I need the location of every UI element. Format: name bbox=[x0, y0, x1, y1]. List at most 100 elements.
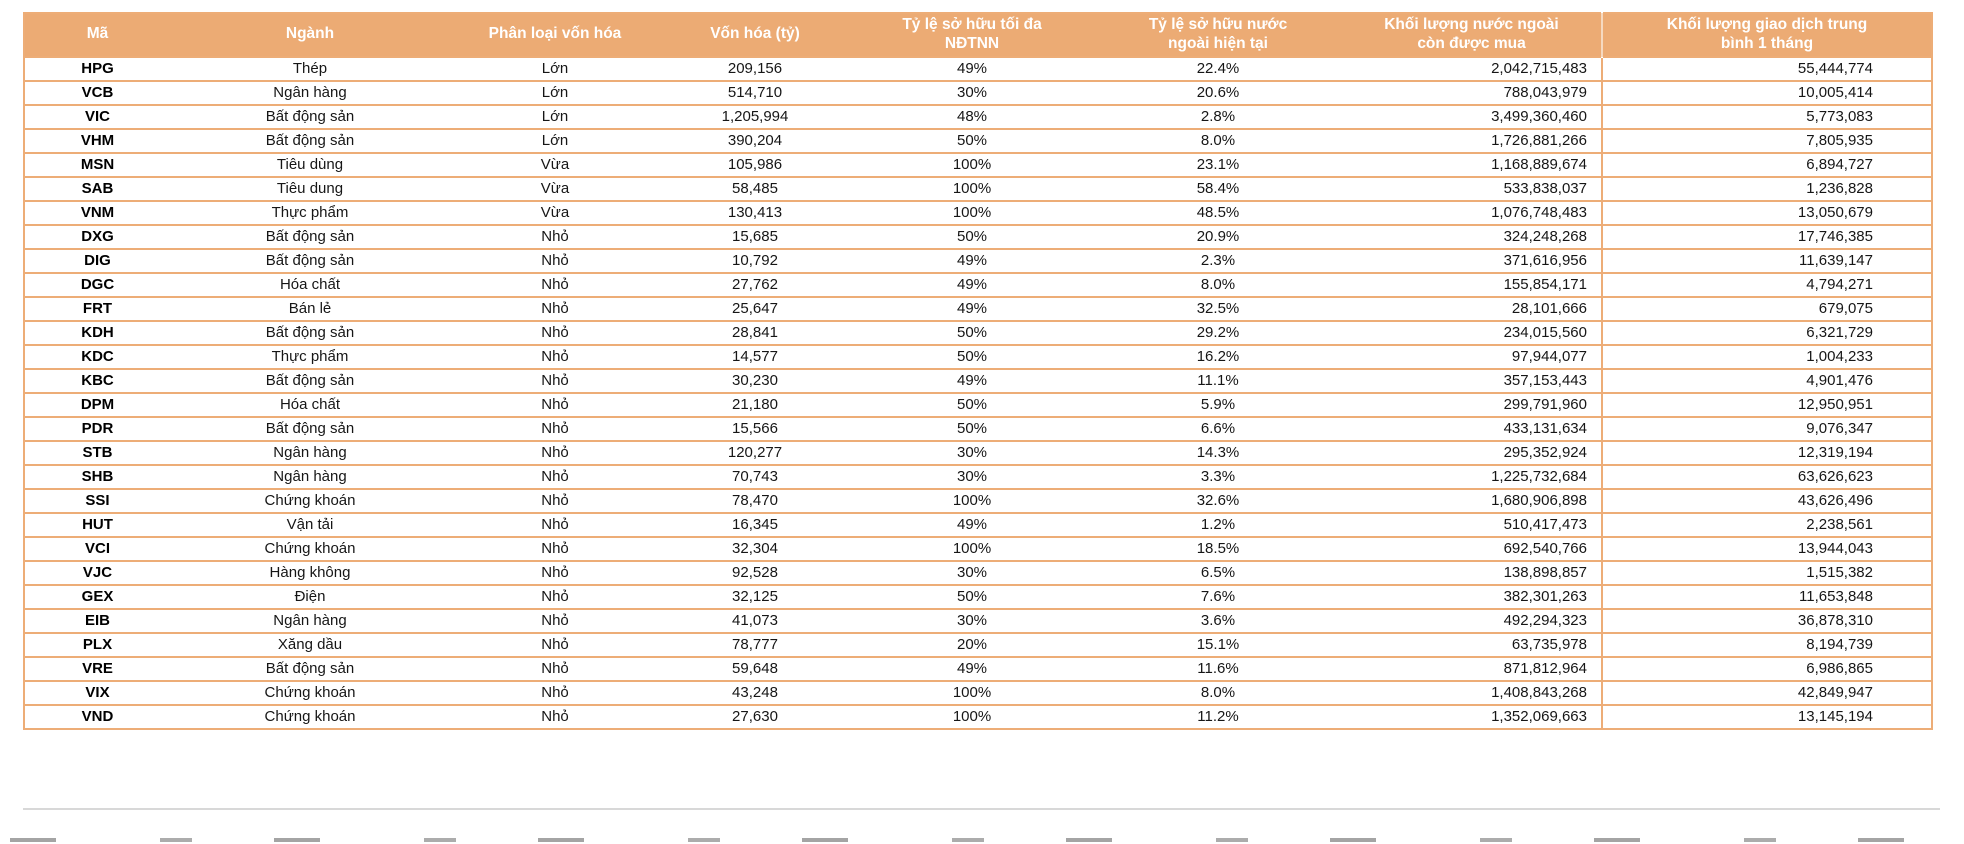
cell-ty-le-hien-tai: 3.3% bbox=[1094, 463, 1342, 489]
cell-von-hoa: 32,125 bbox=[660, 583, 850, 609]
cell-ma: DIG bbox=[24, 247, 170, 273]
cell-klgd-tb: 9,076,347 bbox=[1601, 415, 1932, 441]
cell-ty-le-toi-da: 100% bbox=[850, 487, 1094, 513]
cell-ty-le-toi-da: 49% bbox=[850, 295, 1094, 321]
cell-ty-le-hien-tai: 32.5% bbox=[1094, 295, 1342, 321]
cell-ty-le-toi-da: 49% bbox=[850, 271, 1094, 297]
cell-ty-le-toi-da: 100% bbox=[850, 199, 1094, 225]
cell-ty-le-hien-tai: 6.6% bbox=[1094, 415, 1342, 441]
cell-von-hoa: 14,577 bbox=[660, 343, 850, 369]
cell-kl-con-mua: 510,417,473 bbox=[1342, 511, 1602, 537]
cell-ty-le-toi-da: 49% bbox=[850, 655, 1094, 681]
cell-ma: PLX bbox=[24, 631, 170, 657]
cell-klgd-tb: 43,626,496 bbox=[1601, 487, 1932, 513]
cell-phan-loai: Nhỏ bbox=[450, 415, 660, 441]
cell-kl-con-mua: 1,352,069,663 bbox=[1342, 703, 1602, 729]
cell-ma: VCB bbox=[24, 79, 170, 105]
cell-phan-loai: Nhỏ bbox=[450, 631, 660, 657]
footer-divider bbox=[23, 808, 1940, 810]
table-header-row: Mã Ngành Phân loại vốn hóa Vốn hóa (tỷ) Tỷ l… bbox=[24, 13, 1932, 57]
cell-phan-loai: Vừa bbox=[450, 151, 660, 177]
cell-klgd-tb: 42,849,947 bbox=[1601, 679, 1932, 705]
cell-ty-le-hien-tai: 5.9% bbox=[1094, 391, 1342, 417]
cell-phan-loai: Nhỏ bbox=[450, 607, 660, 633]
cell-phan-loai: Nhỏ bbox=[450, 559, 660, 585]
cell-kl-con-mua: 324,248,268 bbox=[1342, 223, 1602, 249]
cell-phan-loai: Nhỏ bbox=[450, 535, 660, 561]
cell-von-hoa: 28,841 bbox=[660, 319, 850, 345]
cell-ma: VIC bbox=[24, 103, 170, 129]
cell-klgd-tb: 10,005,414 bbox=[1601, 79, 1932, 105]
cell-ty-le-hien-tai: 58.4% bbox=[1094, 175, 1342, 201]
cell-von-hoa: 15,685 bbox=[660, 223, 850, 249]
cell-klgd-tb: 13,944,043 bbox=[1601, 535, 1932, 561]
cell-ty-le-toi-da: 50% bbox=[850, 391, 1094, 417]
cell-ty-le-hien-tai: 2.8% bbox=[1094, 103, 1342, 129]
cell-ty-le-hien-tai: 6.5% bbox=[1094, 559, 1342, 585]
cell-kl-con-mua: 2,042,715,483 bbox=[1342, 55, 1602, 81]
table-row-VCB: VCB Ngân hàng Lớn 514,710 30% 20.6% 788,043,97… bbox=[24, 79, 1932, 105]
cell-phan-loai: Nhỏ bbox=[450, 511, 660, 537]
cell-von-hoa: 105,986 bbox=[660, 151, 850, 177]
cell-kl-con-mua: 1,225,732,684 bbox=[1342, 463, 1602, 489]
cell-kl-con-mua: 357,153,443 bbox=[1342, 367, 1602, 393]
cell-ty-le-hien-tai: 16.2% bbox=[1094, 343, 1342, 369]
table-row-HUT: HUT Vận tải Nhỏ 16,345 49% 1.2% 510,417,473 2,2… bbox=[24, 511, 1932, 537]
cell-ty-le-toi-da: 50% bbox=[850, 415, 1094, 441]
cell-kl-con-mua: 1,076,748,483 bbox=[1342, 199, 1602, 225]
cell-nganh: Bất động sản bbox=[170, 655, 450, 681]
cell-ty-le-hien-tai: 3.6% bbox=[1094, 607, 1342, 633]
cell-ty-le-hien-tai: 20.6% bbox=[1094, 79, 1342, 105]
cell-ma: GEX bbox=[24, 583, 170, 609]
cell-kl-con-mua: 97,944,077 bbox=[1342, 343, 1602, 369]
column-header-nganh: Ngành bbox=[170, 13, 450, 57]
cell-ty-le-toi-da: 100% bbox=[850, 175, 1094, 201]
cell-nganh: Chứng khoán bbox=[170, 703, 450, 729]
cell-nganh: Thực phẩm bbox=[170, 343, 450, 369]
cell-klgd-tb: 55,444,774 bbox=[1601, 55, 1932, 81]
cell-phan-loai: Nhỏ bbox=[450, 655, 660, 681]
cell-von-hoa: 59,648 bbox=[660, 655, 850, 681]
cell-phan-loai: Nhỏ bbox=[450, 343, 660, 369]
cell-von-hoa: 32,304 bbox=[660, 535, 850, 561]
cell-ma: VNM bbox=[24, 199, 170, 225]
cell-phan-loai: Lớn bbox=[450, 127, 660, 153]
cell-klgd-tb: 1,004,233 bbox=[1601, 343, 1932, 369]
cell-phan-loai: Nhỏ bbox=[450, 223, 660, 249]
cell-nganh: Chứng khoán bbox=[170, 535, 450, 561]
cell-klgd-tb: 4,901,476 bbox=[1601, 367, 1932, 393]
cell-ty-le-hien-tai: 8.0% bbox=[1094, 127, 1342, 153]
table-row-PDR: PDR Bất động sản Nhỏ 15,566 50% 6.6% 433,131,6… bbox=[24, 415, 1932, 441]
cell-ty-le-toi-da: 30% bbox=[850, 463, 1094, 489]
cell-phan-loai: Lớn bbox=[450, 79, 660, 105]
cell-ma: HPG bbox=[24, 55, 170, 81]
cell-ty-le-hien-tai: 20.9% bbox=[1094, 223, 1342, 249]
cell-klgd-tb: 7,805,935 bbox=[1601, 127, 1932, 153]
cell-nganh: Chứng khoán bbox=[170, 487, 450, 513]
cell-phan-loai: Nhỏ bbox=[450, 439, 660, 465]
cell-klgd-tb: 679,075 bbox=[1601, 295, 1932, 321]
cell-nganh: Hóa chất bbox=[170, 271, 450, 297]
cell-nganh: Vận tải bbox=[170, 511, 450, 537]
cell-phan-loai: Vừa bbox=[450, 199, 660, 225]
cell-klgd-tb: 17,746,385 bbox=[1601, 223, 1932, 249]
cell-von-hoa: 78,470 bbox=[660, 487, 850, 513]
cell-nganh: Tiêu dung bbox=[170, 175, 450, 201]
table-row-GEX: GEX Điện Nhỏ 32,125 50% 7.6% 382,301,263 11,653… bbox=[24, 583, 1932, 609]
foreign-ownership-table: Mã Ngành Phân loại vốn hóa Vốn hóa (tỷ) Tỷ l… bbox=[23, 12, 1933, 730]
cell-kl-con-mua: 234,015,560 bbox=[1342, 319, 1602, 345]
cell-phan-loai: Nhỏ bbox=[450, 295, 660, 321]
cell-nganh: Ngân hàng bbox=[170, 607, 450, 633]
cell-klgd-tb: 11,653,848 bbox=[1601, 583, 1932, 609]
cell-phan-loai: Nhỏ bbox=[450, 487, 660, 513]
cell-kl-con-mua: 28,101,666 bbox=[1342, 295, 1602, 321]
table-row-STB: STB Ngân hàng Nhỏ 120,277 30% 14.3% 295,352,92… bbox=[24, 439, 1932, 465]
cell-von-hoa: 43,248 bbox=[660, 679, 850, 705]
cell-ma: VCI bbox=[24, 535, 170, 561]
table-row-VCI: VCI Chứng khoán Nhỏ 32,304 100% 18.5% 692,540,… bbox=[24, 535, 1932, 561]
table-row-PLX: PLX Xăng dầu Nhỏ 78,777 20% 15.1% 63,735,978 8,… bbox=[24, 631, 1932, 657]
cell-ma: SSI bbox=[24, 487, 170, 513]
cell-klgd-tb: 2,238,561 bbox=[1601, 511, 1932, 537]
cell-von-hoa: 10,792 bbox=[660, 247, 850, 273]
